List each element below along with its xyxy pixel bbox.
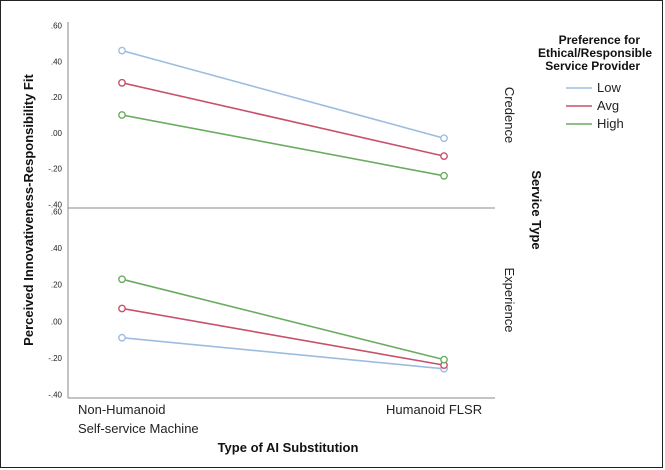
y-tick-label-panel1-0: .60	[51, 208, 63, 217]
y-tick-label-panel0-2: .20	[51, 93, 63, 102]
tick-layer: .60.40.20.00-.20-.40.60.40.20.00-.20-.40	[48, 22, 62, 400]
data-point-experience-avg-0	[118, 304, 126, 313]
y-tick-label-panel1-1: .40	[51, 244, 63, 253]
panel-label-experience: Experience	[502, 267, 517, 332]
data-point-credence-low-0	[118, 46, 126, 55]
y-tick-label-panel0-5: -.40	[48, 200, 62, 209]
legend-title-line-0: Preference for	[559, 33, 641, 47]
y-tick-label-panel0-4: -.20	[48, 165, 62, 174]
x-category-label-0-line-1: Self-service Machine	[78, 421, 199, 436]
y-tick-label-panel1-5: -.40	[48, 390, 62, 399]
legend-title-line-2: Service Provider	[545, 59, 640, 73]
y-tick-label-panel0-1: .40	[51, 57, 63, 66]
data-point-credence-high-1	[440, 171, 448, 180]
series-line-experience-avg	[121, 307, 445, 366]
data-point-experience-low-0	[118, 333, 126, 342]
legend-title-line-1: Ethical/Responsible	[538, 46, 652, 60]
data-point-experience-high-1	[440, 355, 448, 364]
series-line-credence-high	[121, 114, 445, 177]
legend: Preference for Ethical/Responsible Servi…	[538, 33, 652, 131]
series-layer	[118, 46, 448, 373]
legend-label-avg: Avg	[597, 98, 619, 113]
legend-items: Low Avg High	[566, 80, 624, 131]
y-tick-label-panel0-0: .60	[51, 22, 63, 31]
series-line-credence-low	[121, 49, 445, 140]
series-line-experience-high	[121, 278, 445, 361]
panel-label-credence: Credence	[502, 87, 517, 143]
y-tick-label-panel1-4: -.20	[48, 354, 62, 363]
x-category-label-0-line-0: Non-Humanoid	[78, 402, 165, 417]
legend-label-high: High	[597, 116, 624, 131]
y-axis-title: Perceived Innovativeness-Responsibility …	[21, 74, 36, 346]
y-tick-label-panel1-2: .20	[51, 281, 63, 290]
legend-label-low: Low	[597, 80, 621, 95]
series-line-credence-avg	[121, 82, 445, 157]
y-tick-label-panel0-3: .00	[51, 129, 63, 138]
x-axis-title: Type of AI Substitution	[218, 440, 359, 455]
data-point-credence-low-1	[440, 134, 448, 143]
y-tick-label-panel1-3: .00	[51, 317, 63, 326]
x-category-label-1: Humanoid FLSR	[386, 402, 482, 417]
panel-axis-title: Service Type	[529, 170, 544, 249]
data-point-experience-high-0	[118, 275, 126, 284]
data-point-credence-high-0	[118, 111, 126, 119]
data-point-credence-avg-1	[440, 152, 448, 161]
series-line-experience-low	[121, 336, 445, 370]
data-point-credence-avg-0	[118, 78, 126, 87]
